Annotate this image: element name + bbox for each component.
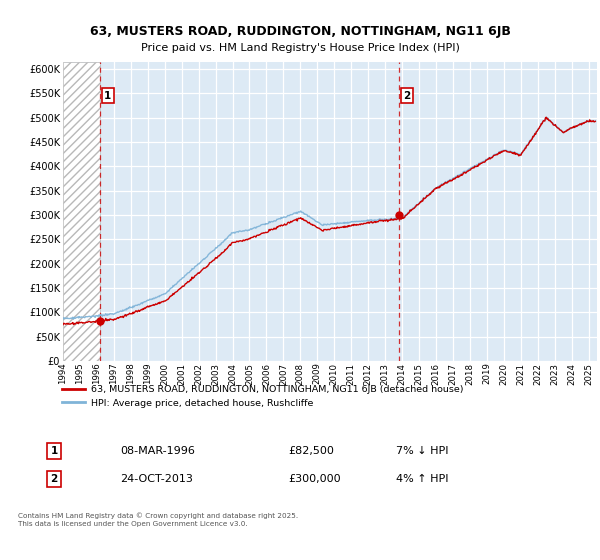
Text: Contains HM Land Registry data © Crown copyright and database right 2025.
This d: Contains HM Land Registry data © Crown c…: [18, 512, 298, 527]
Text: £82,500: £82,500: [288, 446, 334, 456]
Text: 1: 1: [50, 446, 58, 456]
Text: 2: 2: [403, 91, 410, 101]
Text: 4% ↑ HPI: 4% ↑ HPI: [396, 474, 449, 484]
Text: 7% ↓ HPI: 7% ↓ HPI: [396, 446, 449, 456]
Legend: 63, MUSTERS ROAD, RUDDINGTON, NOTTINGHAM, NG11 6JB (detached house), HPI: Averag: 63, MUSTERS ROAD, RUDDINGTON, NOTTINGHAM…: [58, 381, 467, 412]
Text: 1: 1: [104, 91, 112, 101]
Text: Price paid vs. HM Land Registry's House Price Index (HPI): Price paid vs. HM Land Registry's House …: [140, 43, 460, 53]
Text: 2: 2: [50, 474, 58, 484]
Text: £300,000: £300,000: [288, 474, 341, 484]
Text: 08-MAR-1996: 08-MAR-1996: [120, 446, 195, 456]
Text: 24-OCT-2013: 24-OCT-2013: [120, 474, 193, 484]
Text: 63, MUSTERS ROAD, RUDDINGTON, NOTTINGHAM, NG11 6JB: 63, MUSTERS ROAD, RUDDINGTON, NOTTINGHAM…: [89, 25, 511, 38]
